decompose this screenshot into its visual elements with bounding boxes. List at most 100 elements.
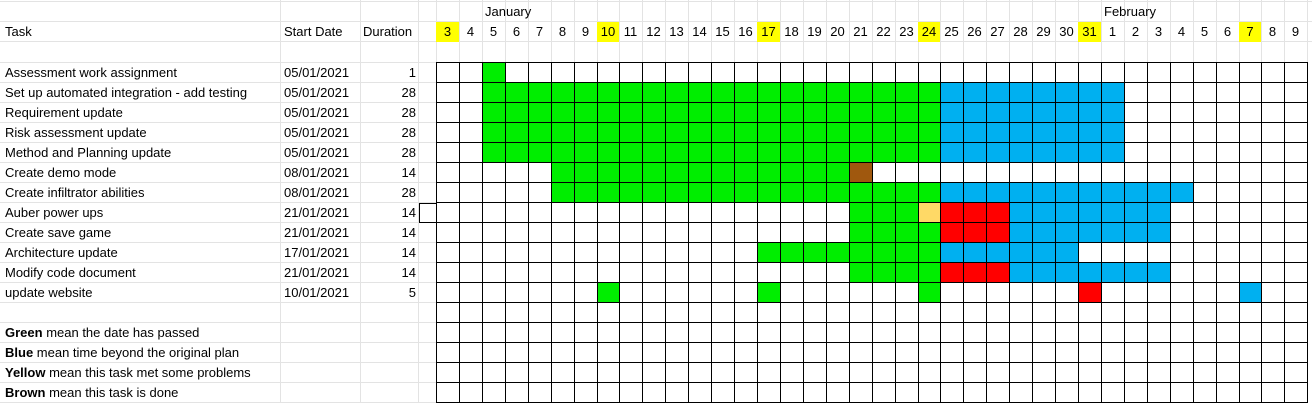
gantt-cell[interactable] (436, 202, 460, 223)
gantt-cell[interactable] (1261, 62, 1285, 83)
gantt-cell[interactable] (482, 302, 506, 323)
gantt-cell-red[interactable] (986, 222, 1010, 243)
gantt-cell-green[interactable] (849, 222, 873, 243)
gantt-cell-blue[interactable] (1009, 262, 1033, 283)
gantt-cell[interactable] (1261, 162, 1285, 183)
gantt-cell-green[interactable] (642, 122, 666, 143)
gantt-cell[interactable] (1193, 102, 1217, 123)
gantt-cell[interactable] (872, 342, 896, 363)
gantt-cell[interactable] (826, 262, 850, 283)
gantt-cell[interactable] (505, 302, 529, 323)
gantt-cell-green[interactable] (619, 162, 643, 183)
gantt-cell[interactable] (963, 382, 987, 403)
gantt-cell[interactable] (619, 322, 643, 343)
gantt-cell[interactable] (1193, 262, 1217, 283)
gantt-cell[interactable] (1147, 302, 1171, 323)
gantt-cell[interactable] (1239, 242, 1262, 263)
gantt-cell[interactable] (1170, 62, 1194, 83)
gantt-cell-blue[interactable] (1032, 102, 1056, 123)
gantt-cell-green[interactable] (872, 242, 896, 263)
gantt-cell[interactable] (528, 242, 552, 263)
gantt-cell[interactable] (872, 62, 896, 83)
gantt-cell[interactable] (1239, 182, 1262, 203)
gantt-cell[interactable] (803, 322, 827, 343)
gantt-cell[interactable] (1147, 242, 1171, 263)
gantt-cell-blue[interactable] (1078, 122, 1102, 143)
gantt-cell[interactable] (665, 62, 689, 83)
gantt-cell[interactable] (734, 222, 758, 243)
gantt-cell[interactable] (1124, 382, 1148, 403)
gantt-cell[interactable] (574, 242, 598, 263)
gantt-cell-blue[interactable] (1009, 102, 1033, 123)
gantt-cell[interactable] (574, 342, 598, 363)
gantt-cell-green[interactable] (688, 162, 712, 183)
gantt-cell[interactable] (436, 382, 460, 403)
gantt-cell[interactable] (436, 62, 460, 83)
gantt-cell-green[interactable] (872, 102, 896, 123)
gantt-cell[interactable] (757, 322, 781, 343)
gantt-cell-green[interactable] (528, 82, 552, 103)
gantt-cell-green[interactable] (780, 242, 804, 263)
gantt-cell-green[interactable] (918, 282, 941, 303)
gantt-cell-blue[interactable] (1101, 142, 1125, 163)
gantt-cell[interactable] (757, 262, 781, 283)
gantt-cell[interactable] (803, 262, 827, 283)
gantt-cell[interactable] (1055, 302, 1079, 323)
gantt-cell[interactable] (688, 362, 712, 383)
task-name[interactable]: Requirement update (5, 105, 123, 120)
gantt-cell[interactable] (757, 222, 781, 243)
gantt-cell[interactable] (688, 62, 712, 83)
gantt-cell-green[interactable] (803, 102, 827, 123)
gantt-cell[interactable] (551, 362, 575, 383)
gantt-cell-blue[interactable] (1032, 262, 1056, 283)
gantt-cell-green[interactable] (757, 162, 781, 183)
gantt-cell[interactable] (780, 62, 804, 83)
gantt-cell[interactable] (711, 322, 735, 343)
gantt-cell-blue[interactable] (1078, 102, 1102, 123)
gantt-cell[interactable] (688, 242, 712, 263)
gantt-cell[interactable] (1284, 382, 1308, 403)
gantt-cell[interactable] (849, 62, 873, 83)
gantt-cell[interactable] (436, 162, 460, 183)
gantt-cell-green[interactable] (665, 102, 689, 123)
gantt-cell[interactable] (1078, 242, 1102, 263)
gantt-cell[interactable] (1193, 122, 1217, 143)
gantt-cell[interactable] (940, 382, 964, 403)
task-duration[interactable]: 14 (401, 225, 416, 240)
gantt-cell[interactable] (826, 302, 850, 323)
gantt-cell[interactable] (436, 342, 460, 363)
gantt-cell[interactable] (459, 182, 483, 203)
gantt-cell[interactable] (918, 302, 941, 323)
gantt-cell-green[interactable] (688, 102, 712, 123)
gantt-cell[interactable] (780, 202, 804, 223)
gantt-cell[interactable] (711, 342, 735, 363)
gantt-cell-green[interactable] (711, 142, 735, 163)
task-start-date[interactable]: 05/01/2021 (284, 65, 350, 80)
gantt-cell-green[interactable] (734, 82, 758, 103)
gantt-cell-blue[interactable] (940, 142, 964, 163)
gantt-cell[interactable] (1216, 322, 1240, 343)
gantt-cell-blue[interactable] (1124, 262, 1148, 283)
task-name[interactable]: Method and Planning update (5, 145, 172, 160)
gantt-cell[interactable] (574, 222, 598, 243)
gantt-cell[interactable] (1239, 342, 1262, 363)
gantt-cell[interactable] (1193, 222, 1217, 243)
gantt-cell-blue[interactable] (1055, 82, 1079, 103)
gantt-cell-green[interactable] (505, 122, 529, 143)
gantt-cell[interactable] (665, 382, 689, 403)
gantt-cell-blue[interactable] (1032, 122, 1056, 143)
gantt-cell[interactable] (688, 262, 712, 283)
gantt-cell[interactable] (986, 62, 1010, 83)
gantt-cell[interactable] (963, 362, 987, 383)
gantt-cell-blue[interactable] (986, 142, 1010, 163)
gantt-cell-green[interactable] (574, 162, 598, 183)
gantt-cell[interactable] (1009, 162, 1033, 183)
gantt-cell-green[interactable] (711, 102, 735, 123)
gantt-cell[interactable] (1055, 62, 1079, 83)
gantt-cell[interactable] (1193, 282, 1217, 303)
gantt-cell[interactable] (734, 202, 758, 223)
gantt-cell[interactable] (734, 362, 758, 383)
gantt-cell[interactable] (734, 342, 758, 363)
gantt-cell[interactable] (688, 282, 712, 303)
gantt-cell-green[interactable] (619, 142, 643, 163)
